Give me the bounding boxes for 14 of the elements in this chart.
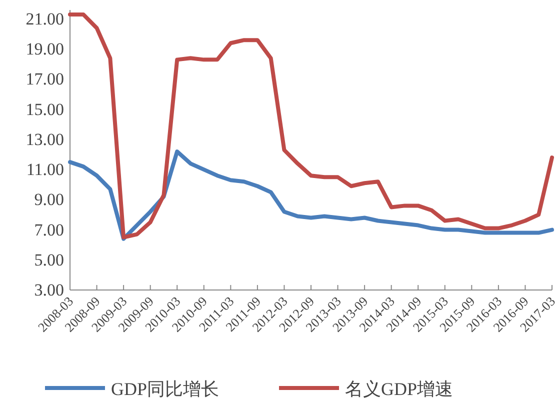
y-tick-label: 15.00 (26, 100, 64, 119)
y-tick-label: 5.00 (34, 250, 64, 270)
legend-label: 名义GDP增速 (345, 379, 454, 399)
line-series (68, 12, 554, 240)
y-tick-label: 21.00 (26, 10, 64, 29)
y-tick-label: 7.00 (34, 220, 64, 240)
legend-label: GDP同比增长 (111, 379, 220, 399)
y-tick-label: 19.00 (26, 40, 64, 59)
y-tick-label: 11.00 (26, 160, 64, 180)
y-tick-label: 17.00 (26, 70, 64, 89)
y-tick-label: 3.00 (34, 280, 64, 300)
y-tick-label: 9.00 (34, 190, 64, 210)
line-series (68, 150, 554, 241)
y-tick-label: 13.00 (26, 130, 64, 149)
